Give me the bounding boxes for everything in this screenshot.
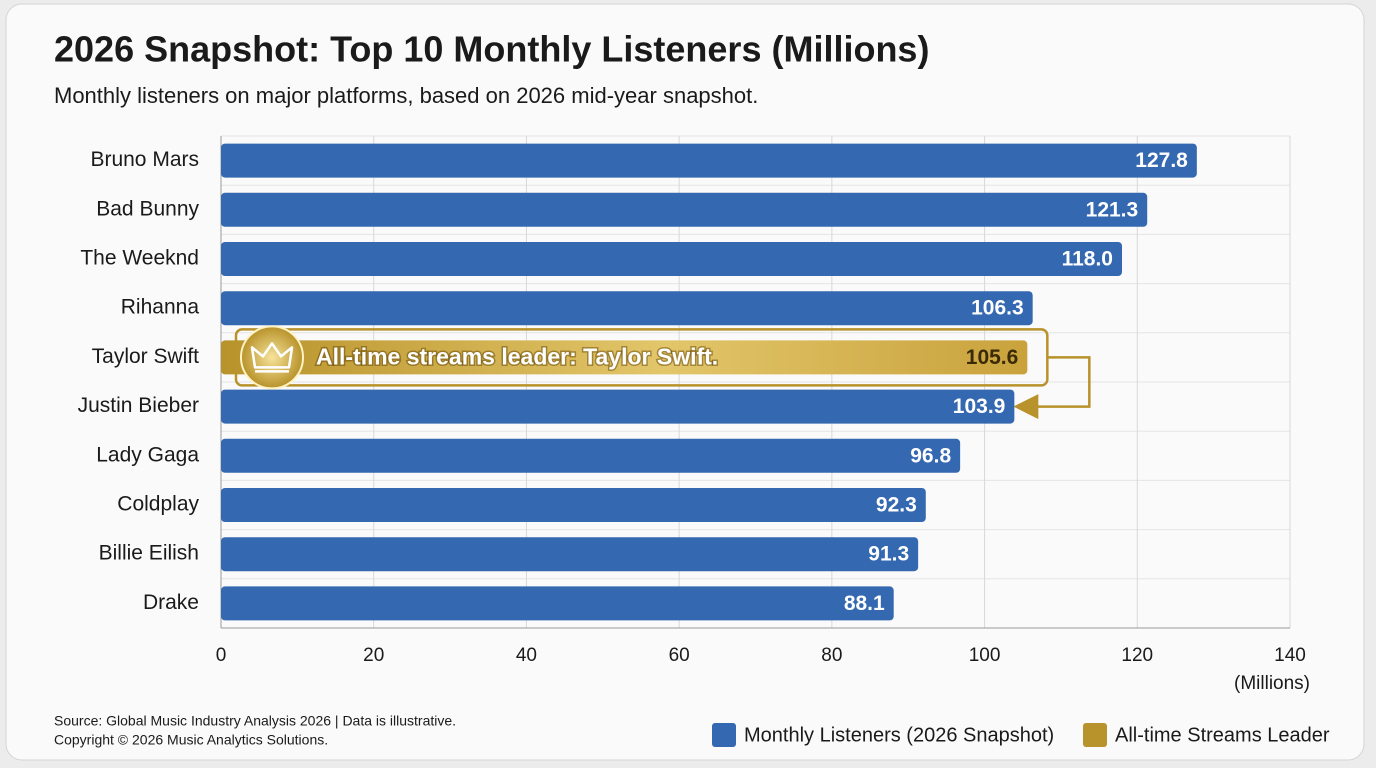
x-tick-label: 0 (216, 645, 227, 666)
x-tick-label: 120 (1121, 645, 1153, 666)
value-label: 118.0 (1062, 248, 1113, 271)
x-tick-label: 20 (363, 645, 384, 666)
annotation: All-time streams leader: Taylor Swift. (316, 343, 718, 369)
y-tick-label: Rihanna (121, 296, 200, 319)
y-tick-label: Justin Bieber (78, 394, 199, 417)
crown-badge (240, 325, 304, 390)
x-tick-label: 140 (1274, 645, 1306, 666)
value-label: 127.8 (1135, 149, 1188, 172)
grid (220, 135, 1291, 629)
legend-label: All-time Streams Leader (1115, 724, 1330, 746)
y-tick-label: Bruno Mars (90, 148, 199, 171)
y-tick-label: Billie Eilish (99, 542, 199, 565)
value-label: 105.6 (966, 346, 1019, 369)
value-label: 103.9 (953, 395, 1006, 418)
value-label: 106.3 (971, 297, 1024, 320)
legend-label: Monthly Listeners (2026 Snapshot) (744, 724, 1054, 746)
y-tick-label: The Weeknd (80, 247, 199, 270)
bar (221, 242, 1123, 276)
bar (221, 488, 926, 522)
bar (221, 537, 919, 572)
y-tick-label: Coldplay (117, 493, 199, 516)
bar (221, 438, 961, 473)
y-tick-label: Drake (143, 591, 199, 614)
chart-subtitle: Monthly listeners on major platforms, ba… (54, 83, 758, 108)
x-axis-label: (Millions) (1234, 673, 1310, 694)
legend-swatch (1083, 723, 1107, 747)
x-tick-label: 60 (669, 645, 690, 666)
legend-swatch (712, 723, 736, 747)
bar (221, 192, 1148, 227)
bar (221, 586, 894, 621)
y-tick-label: Taylor Swift (92, 345, 200, 368)
x-tick-label: 100 (969, 645, 1001, 666)
value-label: 88.1 (844, 592, 885, 615)
chart-title: 2026 Snapshot: Top 10 Monthly Listeners … (54, 29, 929, 70)
copyright: Copyright © 2026 Music Analytics Solutio… (54, 732, 328, 748)
connector-arrow (1013, 356, 1091, 420)
value-label: 91.3 (868, 543, 909, 566)
bar (221, 389, 1015, 424)
y-tick-label: Bad Bunny (96, 197, 199, 220)
source: Source: Global Music Industry Analysis 2… (54, 713, 456, 729)
value-label: 121.3 (1086, 198, 1139, 221)
bar (221, 143, 1197, 178)
y-tick-label: Lady Gaga (96, 443, 199, 466)
highlight-bar (221, 340, 1028, 375)
x-tick-label: 40 (516, 645, 537, 666)
bar (221, 291, 1033, 326)
bars: 127.8 121.3 118.0 106.3 105.6 All-time stream… (221, 143, 1197, 621)
value-label: 92.3 (876, 494, 917, 517)
x-tick-label: 80 (821, 645, 842, 666)
value-label: 96.8 (910, 444, 951, 467)
crown-icon (250, 342, 294, 373)
